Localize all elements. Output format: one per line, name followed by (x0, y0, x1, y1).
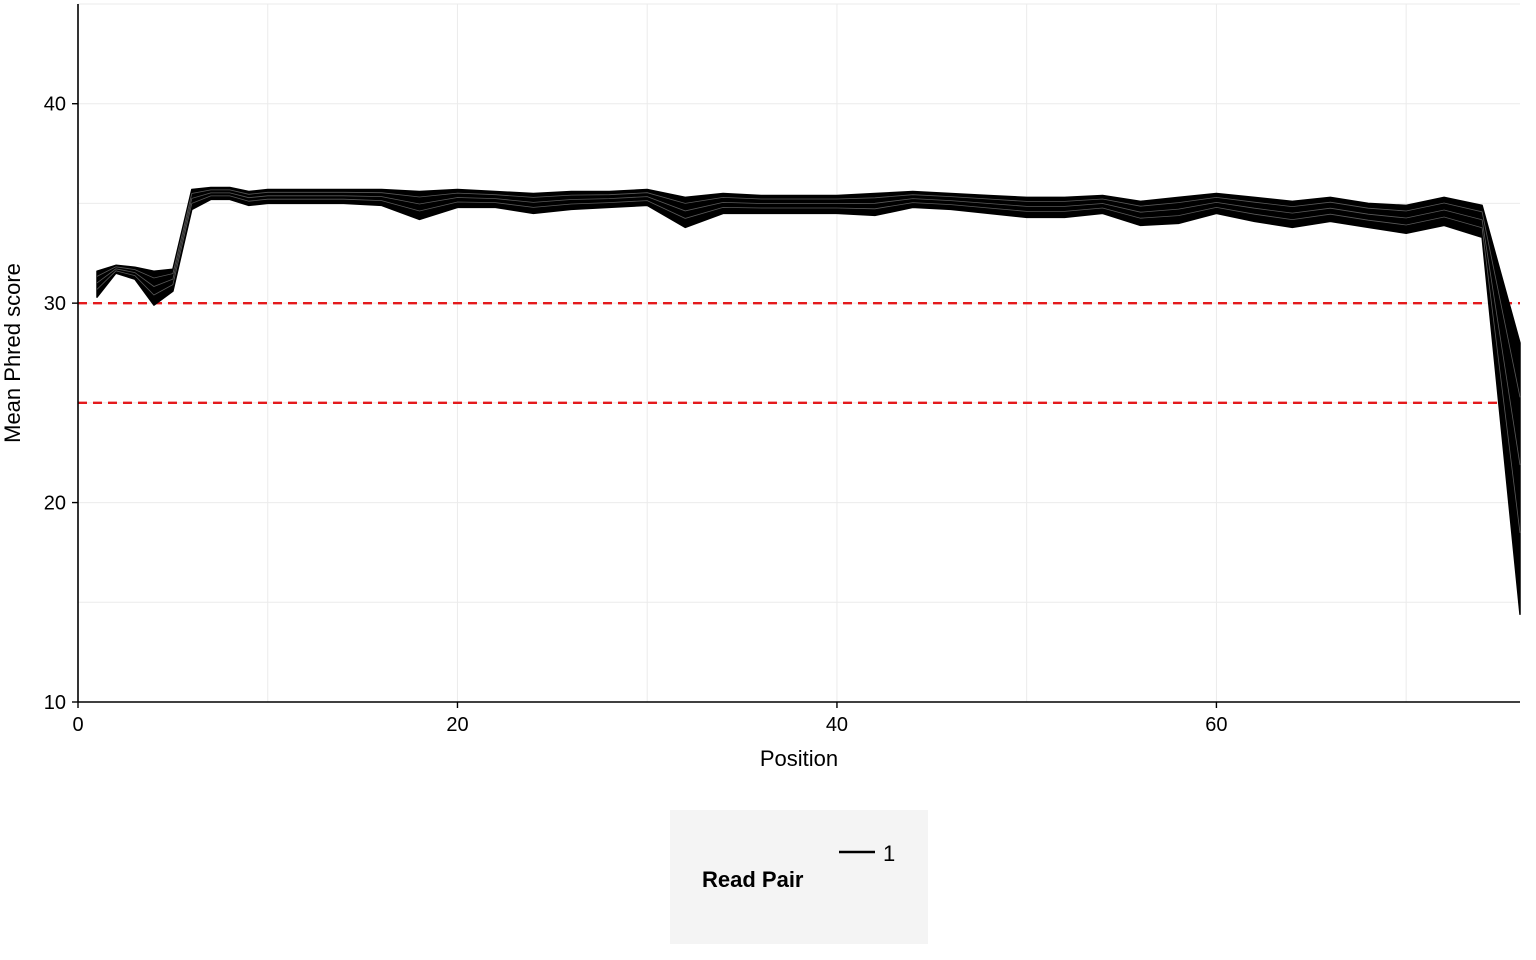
x-tick-label: 0 (72, 714, 83, 736)
series-1-trace (96, 195, 1521, 533)
series-1-band (96, 186, 1521, 616)
axes (77, 4, 1520, 703)
y-tick-label: 10 (44, 692, 66, 714)
x-axis-title: Position (760, 746, 838, 771)
legend: Read Pair 1 (670, 810, 928, 944)
y-tick-label: 40 (44, 94, 66, 116)
series-1-trace (96, 189, 1521, 398)
y-tick-label: 30 (44, 293, 66, 315)
x-tick-label: 20 (446, 714, 468, 736)
legend-background (670, 810, 928, 944)
legend-title: Read Pair (702, 867, 804, 892)
y-tick-label: 20 (44, 493, 66, 515)
x-tick-label: 40 (826, 714, 848, 736)
x-tick-label: 60 (1205, 714, 1227, 736)
reference-lines (78, 301, 1520, 405)
grid (78, 3, 1520, 702)
series-band (96, 186, 1521, 616)
series-1-trace (96, 192, 1521, 466)
ticks: 0 20 40 60 10 20 30 40 (44, 94, 1228, 736)
legend-entry-label: 1 (883, 841, 895, 866)
y-axis-title: Mean Phred score (0, 263, 25, 443)
